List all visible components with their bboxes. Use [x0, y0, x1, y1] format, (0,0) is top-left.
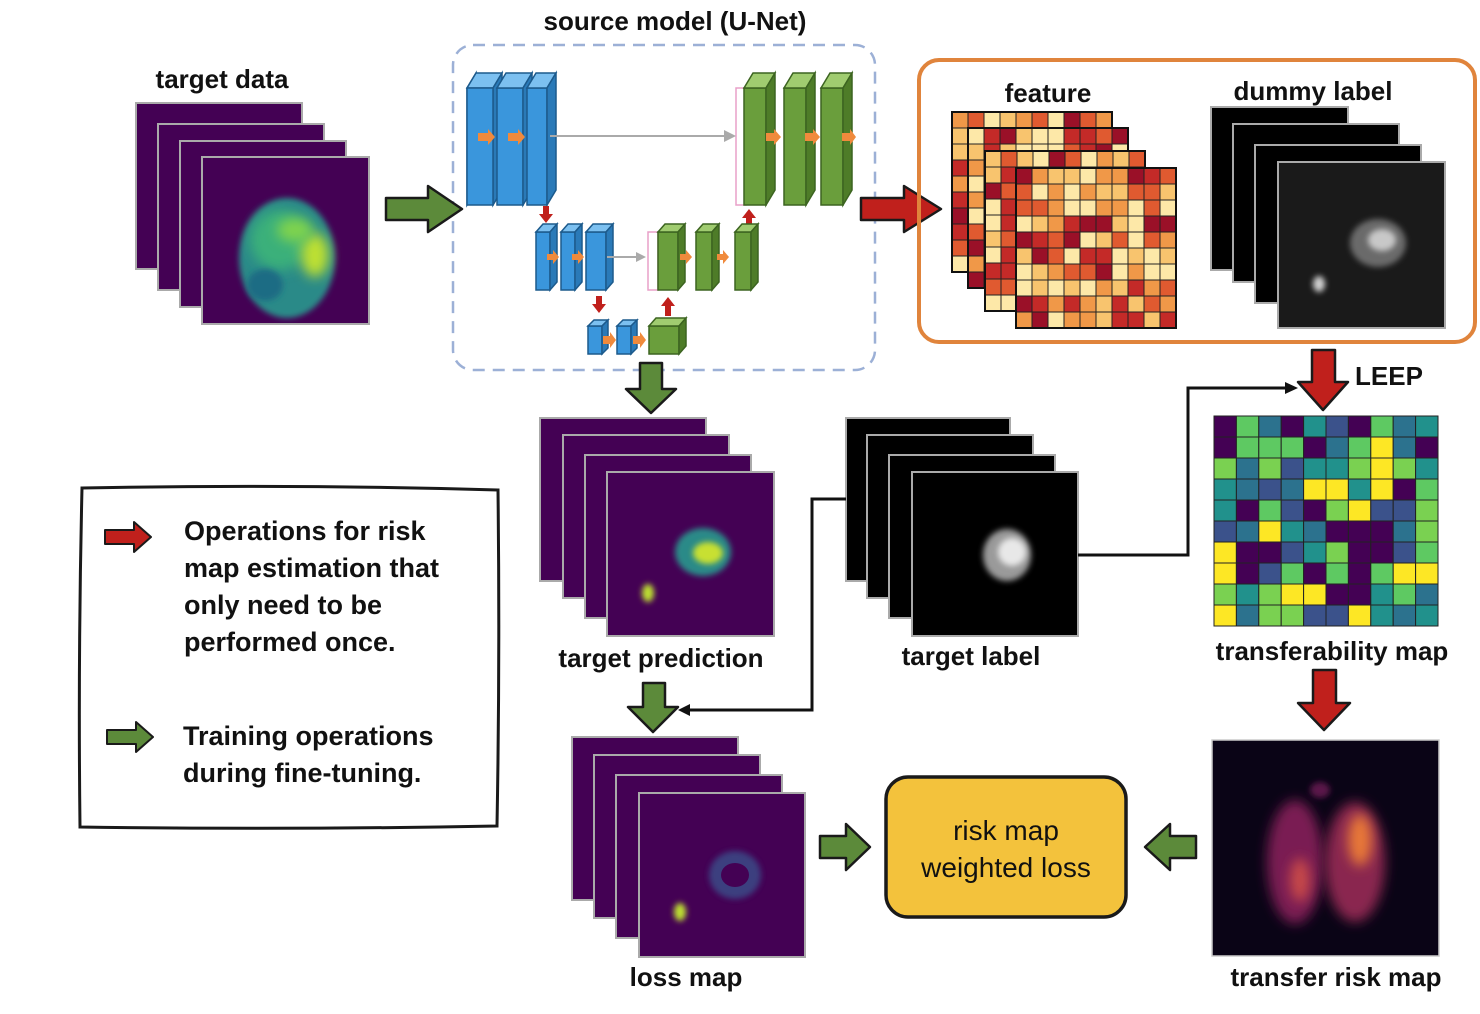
- target-prediction-stack: [539, 417, 775, 637]
- target-prediction-title: target prediction: [558, 643, 763, 673]
- source-model-title: source model (U-Net): [544, 6, 807, 36]
- dummy-label-stack: [1210, 106, 1446, 329]
- loss-map-stack: [571, 736, 806, 958]
- legend-red-line: Operations for risk: [184, 516, 426, 546]
- target-data-stack: [135, 102, 370, 325]
- dummy-label-image: [1313, 219, 1406, 292]
- unet-blocks: [465, 70, 856, 356]
- legend-green-line: Training operations: [183, 721, 434, 751]
- brain-scan-image: [239, 198, 335, 318]
- legend-box: [77, 484, 501, 830]
- red-arrow-unet-to-feature: [859, 184, 943, 234]
- green-arrow-loss-to-box: [818, 822, 872, 872]
- legend-red-description: Operations for risk map estimation that …: [184, 513, 439, 661]
- feature-dummy-frame: [917, 58, 1477, 344]
- legend-green-line: during fine-tuning.: [183, 758, 422, 788]
- legend-red-line: performed once.: [184, 627, 396, 657]
- green-arrow-data-to-unet: [384, 184, 464, 234]
- green-arrow-risk-to-box: [1143, 822, 1198, 872]
- transfer-risk-map: [1211, 739, 1440, 957]
- leep-label: LEEP: [1355, 361, 1423, 391]
- target-label-image: [983, 529, 1031, 581]
- transferability-map-title: transferability map: [1216, 636, 1449, 666]
- green-arrow-prediction-to-loss: [626, 681, 680, 734]
- legend-green-description: Training operations during fine-tuning.: [183, 718, 434, 792]
- feature-map-stack: [951, 111, 1177, 329]
- target-label-title: target label: [902, 641, 1041, 671]
- feature-title: feature: [1005, 78, 1092, 108]
- green-arrow-unet-to-prediction: [624, 361, 678, 415]
- legend-red-line: map estimation that: [184, 553, 440, 583]
- transferability-map-grid: [1213, 415, 1439, 627]
- legend-red-line: only need to be: [184, 590, 383, 620]
- legend-red-arrow-icon: [104, 521, 152, 553]
- transfer-risk-map-title: transfer risk map: [1231, 962, 1442, 992]
- loss-map-image: [674, 851, 761, 921]
- connector-label-to-leep: [1078, 386, 1290, 557]
- weighted-loss-line2: weighted loss: [920, 852, 1091, 883]
- target-data-title: target data: [156, 64, 289, 94]
- loss-map-title: loss map: [630, 962, 743, 992]
- prediction-image: [642, 528, 731, 602]
- weighted-loss-box: risk map weighted loss: [884, 775, 1128, 919]
- red-arrow-frame-to-leep: [1296, 348, 1350, 412]
- legend-green-arrow-icon: [106, 721, 154, 753]
- connector-label-to-loss: [686, 497, 846, 712]
- red-arrow-transferability-to-risk: [1296, 668, 1352, 732]
- target-label-stack: [845, 417, 1079, 637]
- weighted-loss-line1: risk map: [953, 815, 1059, 846]
- dummy-label-title: dummy label: [1234, 76, 1393, 106]
